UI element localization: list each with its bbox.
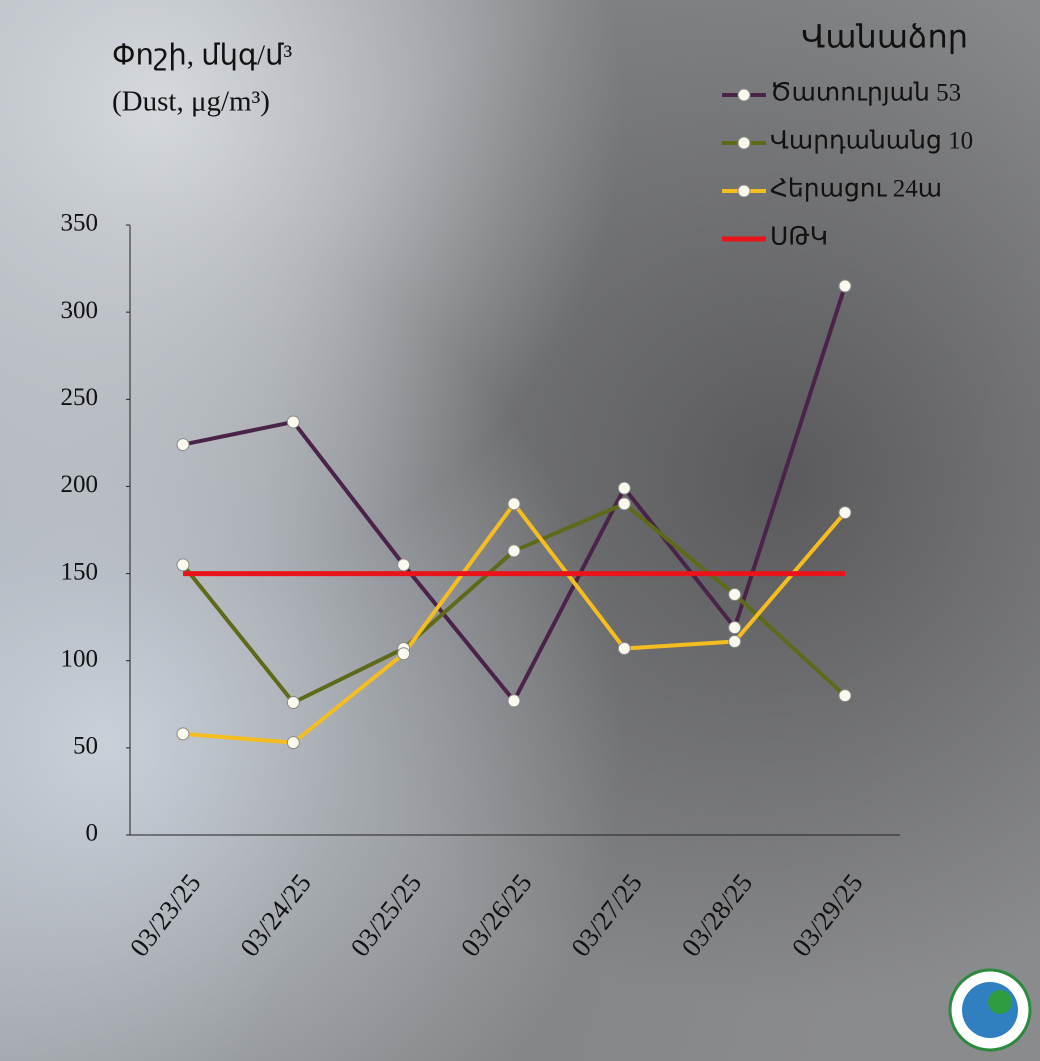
y-tick-label: 0 xyxy=(86,820,99,847)
data-point xyxy=(176,558,190,572)
data-point xyxy=(617,642,631,656)
y-tick-label: 100 xyxy=(61,645,99,672)
data-point xyxy=(728,587,742,601)
legend-marker xyxy=(737,184,751,198)
data-point xyxy=(838,279,852,293)
data-point xyxy=(728,621,742,635)
logo xyxy=(948,968,1032,1052)
legend-label: Ծատուրյան 53 xyxy=(770,80,961,107)
legend-title: Վանաձոր xyxy=(801,18,968,54)
logo-inner xyxy=(962,982,1018,1038)
data-point xyxy=(507,497,521,511)
data-point xyxy=(176,727,190,741)
data-point xyxy=(176,438,190,452)
data-point xyxy=(286,736,300,750)
y-tick-label: 50 xyxy=(73,733,98,760)
y-tick-label: 300 xyxy=(61,297,99,324)
data-point xyxy=(838,689,852,703)
y-tick-label: 250 xyxy=(61,384,99,411)
legend-marker xyxy=(737,136,751,150)
data-point xyxy=(838,506,852,520)
data-point xyxy=(397,558,411,572)
legend-marker xyxy=(737,88,751,102)
chart-title: Փոշի, մկգ/մ³ xyxy=(112,40,292,72)
legend-label: Հերացու 24ա xyxy=(770,176,942,203)
chart-subtitle: (Dust, μg/m³) xyxy=(112,86,270,118)
y-tick-label: 200 xyxy=(61,471,99,498)
data-point xyxy=(397,647,411,661)
legend-label: ՍԹԿ xyxy=(770,224,828,251)
data-point xyxy=(286,415,300,429)
data-point xyxy=(617,481,631,495)
data-point xyxy=(728,635,742,649)
y-tick-label: 150 xyxy=(61,558,99,585)
data-point xyxy=(617,497,631,511)
data-point xyxy=(507,544,521,558)
data-point xyxy=(507,694,521,708)
data-point xyxy=(286,696,300,710)
logo-tree xyxy=(988,990,1012,1014)
y-tick-label: 350 xyxy=(61,210,99,237)
legend-label: Վարդանանց 10 xyxy=(770,128,973,155)
